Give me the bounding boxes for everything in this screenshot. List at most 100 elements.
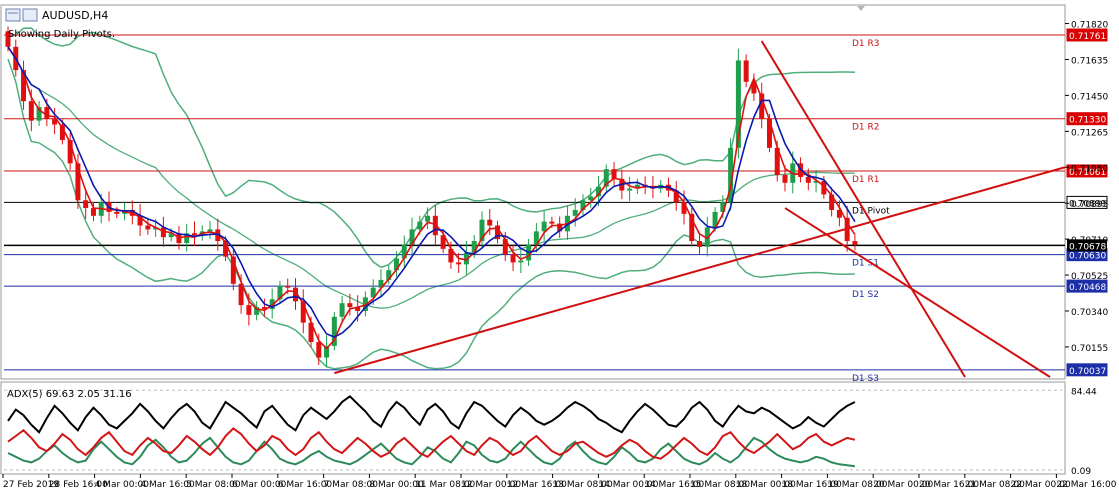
candle-body[interactable] <box>191 233 197 236</box>
candle-body[interactable] <box>355 307 361 311</box>
candle-body[interactable] <box>463 252 469 265</box>
candle-body[interactable] <box>836 209 842 218</box>
candle-body[interactable] <box>378 279 384 288</box>
candle-body[interactable] <box>440 235 446 249</box>
candle-body[interactable] <box>681 202 687 214</box>
candle-body[interactable] <box>549 221 555 224</box>
candle-body[interactable] <box>153 227 159 230</box>
candle-body[interactable] <box>533 231 539 245</box>
candle-body[interactable] <box>720 202 726 212</box>
candle-body[interactable] <box>386 270 392 280</box>
candle-body[interactable] <box>557 223 563 232</box>
candle-body[interactable] <box>261 307 267 310</box>
candle-body[interactable] <box>673 190 679 203</box>
candle-body[interactable] <box>238 283 244 306</box>
candle-body[interactable] <box>580 200 586 210</box>
candle-body[interactable] <box>339 303 345 317</box>
candle-body[interactable] <box>821 180 827 195</box>
collapse-arrow-icon[interactable] <box>857 6 865 11</box>
candle-body[interactable] <box>316 342 322 358</box>
candle-body[interactable] <box>5 31 11 47</box>
candle-body[interactable] <box>712 211 718 228</box>
candle-body[interactable] <box>246 305 252 315</box>
candle-body[interactable] <box>90 208 96 216</box>
candle-body[interactable] <box>805 176 811 183</box>
candle-body[interactable] <box>254 307 260 315</box>
candle-body[interactable] <box>28 101 34 121</box>
candle-body[interactable] <box>292 287 298 302</box>
candle-body[interactable] <box>829 194 835 210</box>
candle-body[interactable] <box>308 322 314 343</box>
candle-body[interactable] <box>409 229 415 245</box>
candle-body[interactable] <box>75 163 81 201</box>
candle-body[interactable] <box>782 175 788 183</box>
candle-body[interactable] <box>300 301 306 323</box>
candle-body[interactable] <box>611 169 617 179</box>
candle-body[interactable] <box>502 239 508 255</box>
candle-body[interactable] <box>448 248 454 263</box>
candle-body[interactable] <box>137 215 143 226</box>
candle-body[interactable] <box>510 254 516 263</box>
candle-body[interactable] <box>704 227 710 247</box>
adx-plot-area[interactable] <box>4 389 1062 471</box>
candle-body[interactable] <box>541 221 547 232</box>
candle-body[interactable] <box>223 241 229 257</box>
candle-body[interactable] <box>401 244 407 259</box>
candle-body[interactable] <box>588 196 594 201</box>
candle-body[interactable] <box>207 229 213 232</box>
candle-body[interactable] <box>425 215 431 222</box>
candle-body[interactable] <box>36 107 42 121</box>
candle-body[interactable] <box>114 211 120 214</box>
candle-body[interactable] <box>44 107 50 119</box>
candle-body[interactable] <box>634 184 640 189</box>
candle-body[interactable] <box>774 147 780 176</box>
candle-body[interactable] <box>347 303 353 308</box>
candle-body[interactable] <box>67 140 73 164</box>
symbol-icon[interactable] <box>22 8 38 22</box>
candle-body[interactable] <box>697 241 703 247</box>
candle-body[interactable] <box>471 241 477 253</box>
candle-body[interactable] <box>21 70 27 102</box>
chart-window-icon[interactable] <box>5 8 21 22</box>
candle-body[interactable] <box>735 60 741 148</box>
candle-body[interactable] <box>52 118 58 125</box>
candle-body[interactable] <box>145 225 151 230</box>
chart-header: AUDUSD,H4 Showing Daily Pivots. <box>5 6 865 40</box>
candle-body[interactable] <box>852 241 858 245</box>
candle-body[interactable] <box>479 219 485 242</box>
candle-body[interactable] <box>417 221 423 230</box>
candle-body[interactable] <box>184 233 190 243</box>
candle-body[interactable] <box>456 262 462 265</box>
candle-body[interactable] <box>324 345 330 358</box>
candle-body[interactable] <box>277 285 283 300</box>
candle-body[interactable] <box>230 256 236 284</box>
candle-body[interactable] <box>518 260 524 263</box>
candle-body[interactable] <box>759 93 765 119</box>
price-plot-area[interactable]: D1 R3 D1 R2 D1 R1 D1 Pivot D1 S1 D1 S2 D1 S3 <box>4 26 1066 384</box>
candle-body[interactable] <box>285 285 291 288</box>
candle-body[interactable] <box>495 225 501 240</box>
candle-body[interactable] <box>83 200 89 209</box>
candle-body[interactable] <box>487 219 493 226</box>
candle-body[interactable] <box>743 60 749 82</box>
candle-body[interactable] <box>331 316 337 346</box>
candle-body[interactable] <box>627 188 633 191</box>
candle-body[interactable] <box>813 180 819 183</box>
candle-body[interactable] <box>603 169 609 187</box>
candle-body[interactable] <box>572 209 578 216</box>
candle-body[interactable] <box>168 233 174 238</box>
candle-body[interactable] <box>596 186 602 197</box>
candle-body[interactable] <box>689 213 695 242</box>
candle-body[interactable] <box>728 147 734 203</box>
adx-tick-label: 0.09 <box>1071 467 1091 477</box>
candle-body[interactable] <box>160 227 166 238</box>
candle-body[interactable] <box>59 124 65 141</box>
candle-body[interactable] <box>844 217 850 242</box>
candle-body[interactable] <box>751 81 757 94</box>
candle-body[interactable] <box>370 287 376 298</box>
candle-body[interactable] <box>766 118 772 148</box>
candle-body[interactable] <box>394 258 399 271</box>
candle-body[interactable] <box>432 215 438 236</box>
candle-body[interactable] <box>215 229 221 242</box>
